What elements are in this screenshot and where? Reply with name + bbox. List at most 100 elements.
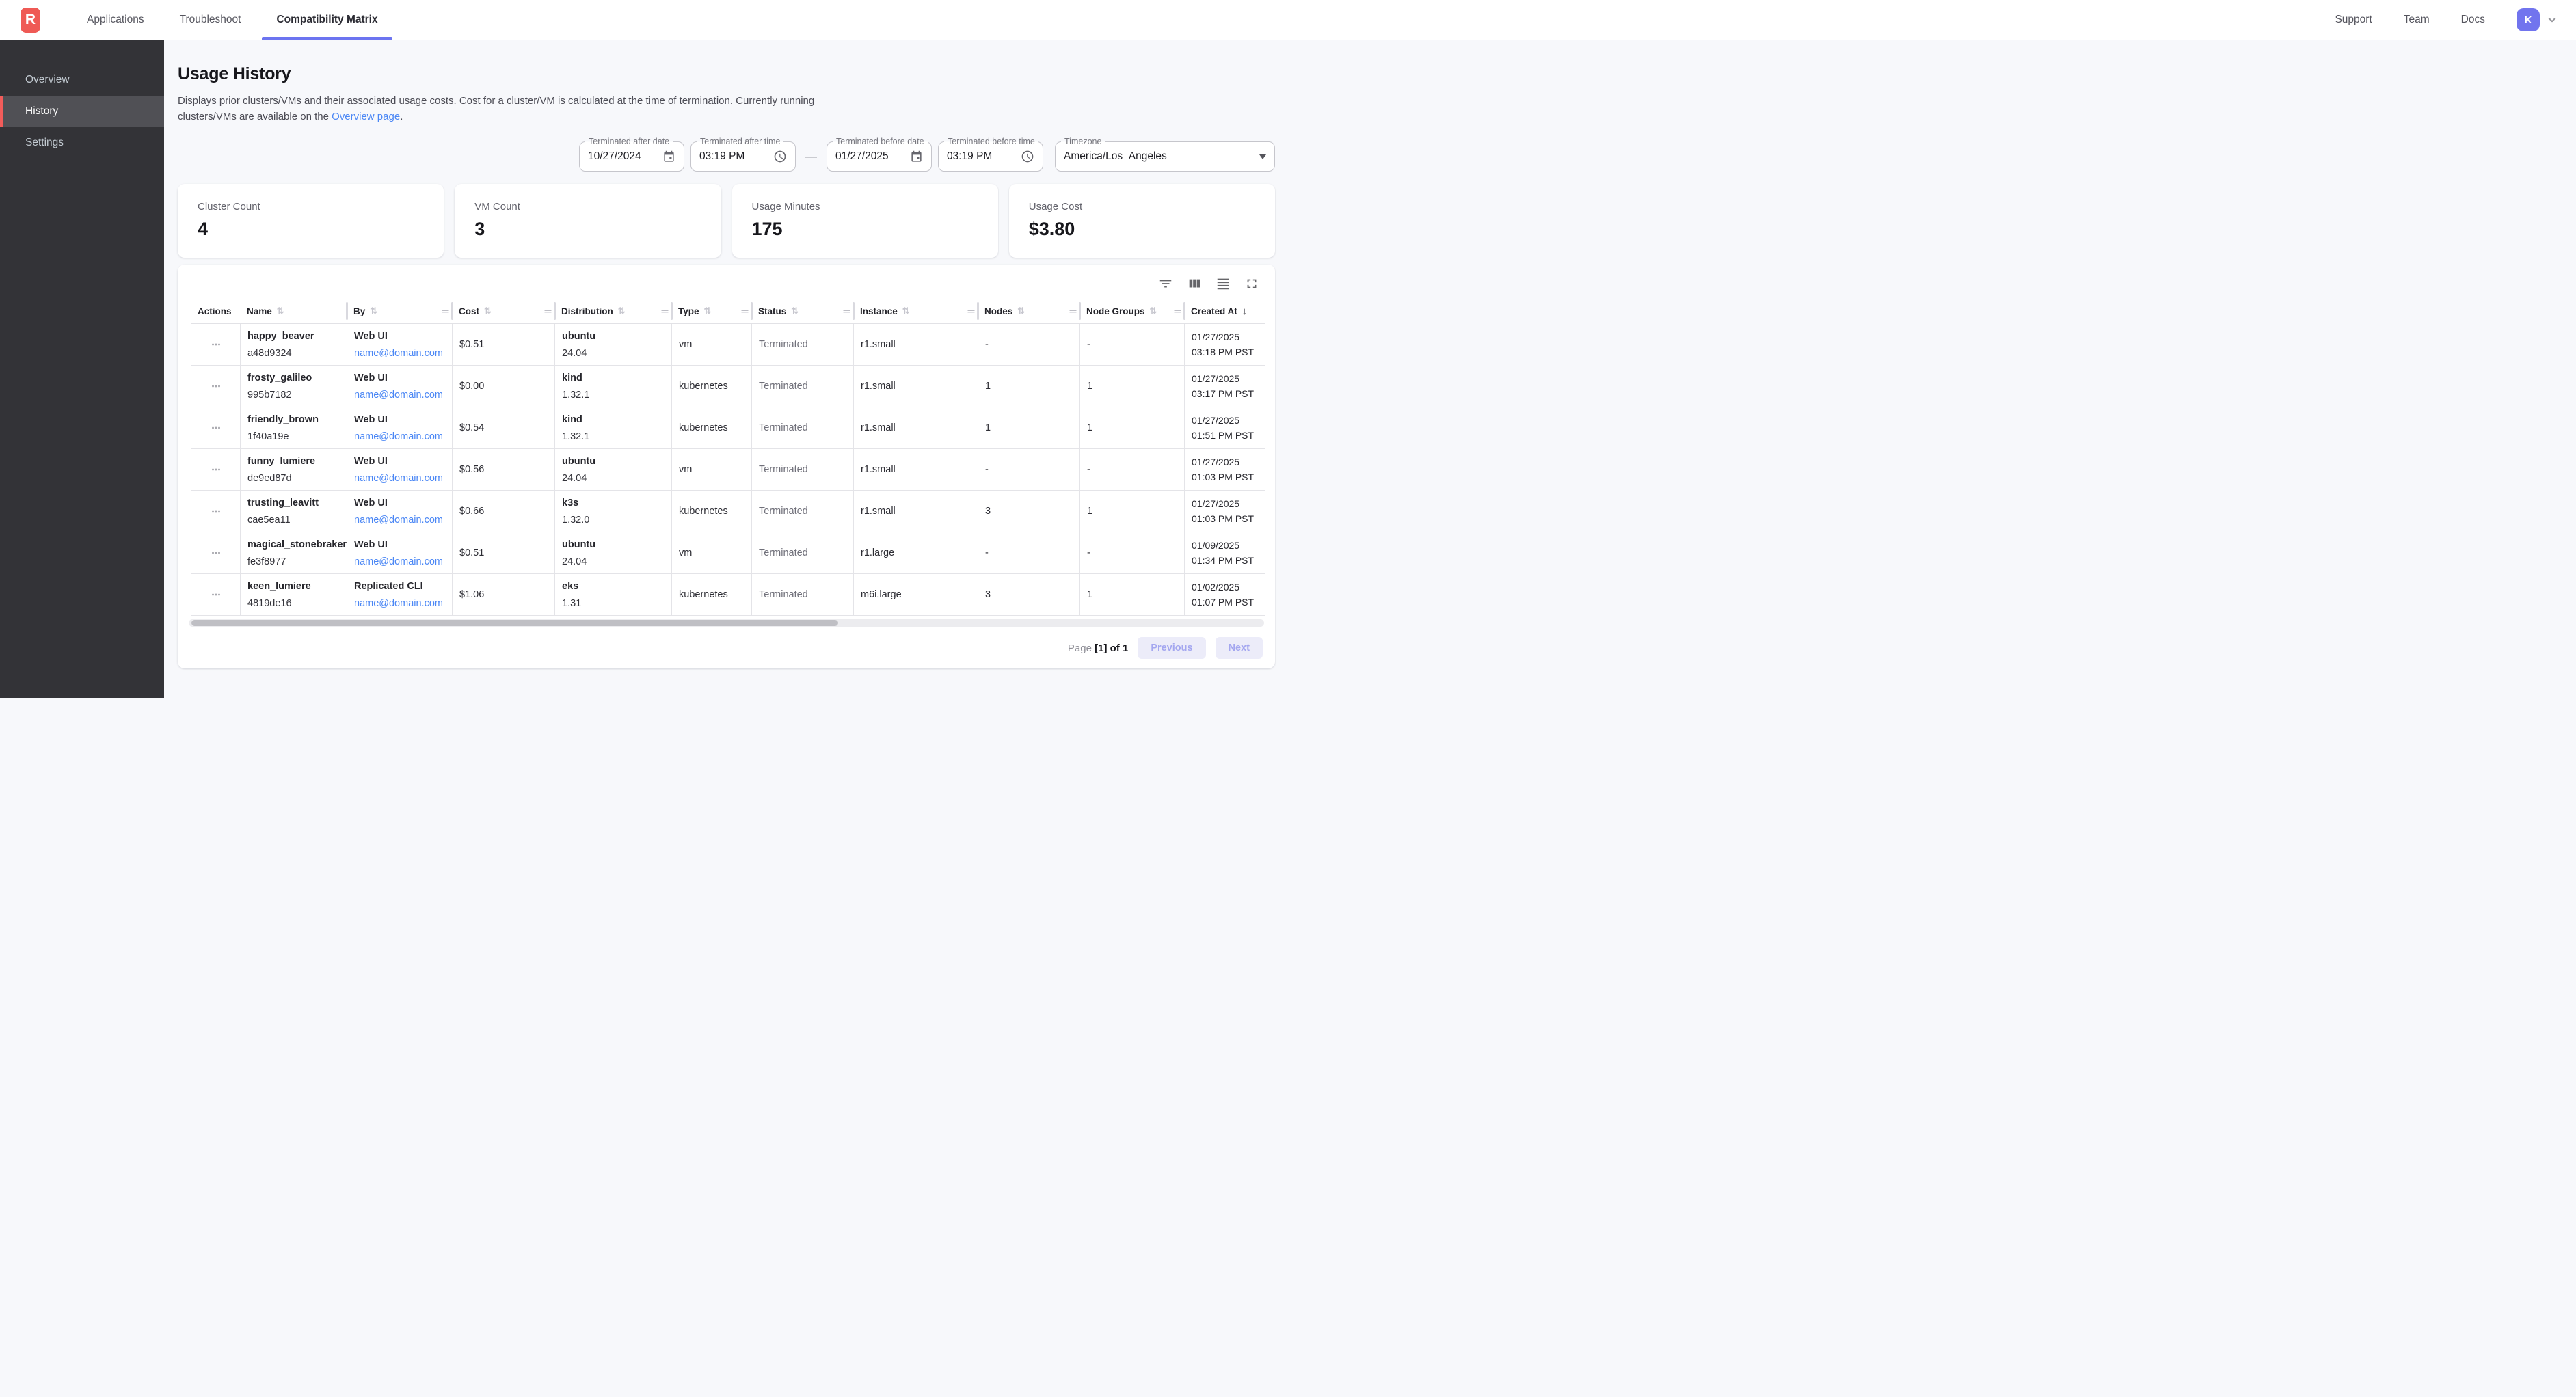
row-actions-button[interactable] <box>210 505 222 517</box>
distribution-cell: kind 1.32.1 <box>555 407 672 448</box>
terminated-after-time-field[interactable]: Terminated after time 03:19 PM <box>690 137 796 172</box>
drag-handle-icon[interactable] <box>440 306 451 316</box>
sidebar-item-settings[interactable]: Settings <box>0 127 164 159</box>
replicated-logo[interactable]: R <box>21 7 40 33</box>
column-resize-handle[interactable] <box>346 302 348 320</box>
scrollbar-thumb[interactable] <box>191 620 838 626</box>
drag-handle-icon[interactable] <box>543 306 553 316</box>
pagination: Page [1] of 1 Previous Next <box>178 629 1275 668</box>
calendar-icon[interactable] <box>910 150 923 163</box>
col-header-status[interactable]: Status ⇅ <box>751 299 854 323</box>
col-label: Status <box>758 306 787 316</box>
sort-arrows-icon[interactable]: ⇅ <box>902 306 910 316</box>
sort-arrows-icon[interactable]: ⇅ <box>1017 306 1025 316</box>
created-by: Replicated CLI <box>354 580 423 592</box>
clock-icon[interactable] <box>1021 150 1034 163</box>
column-resize-handle[interactable] <box>671 302 673 320</box>
column-resize-handle[interactable] <box>751 302 753 320</box>
column-resize-handle[interactable] <box>977 302 979 320</box>
instance-cell: r1.small <box>854 366 978 407</box>
avatar[interactable]: K <box>2517 8 2540 31</box>
horizontal-scrollbar[interactable] <box>189 619 1264 627</box>
nav-link-docs[interactable]: Docs <box>2460 14 2485 25</box>
usage-table-card: Actions Name ⇅ By ⇅ Cost ⇅ Distribution ⇅ Ty… <box>178 265 1275 668</box>
email-link[interactable]: name@domain.com <box>354 389 443 401</box>
arrow-down-icon[interactable]: ↓ <box>1242 305 1248 317</box>
clock-icon[interactable] <box>773 150 787 163</box>
col-header-distribution[interactable]: Distribution ⇅ <box>554 299 672 323</box>
col-header-by[interactable]: By ⇅ <box>346 299 453 323</box>
row-actions-button[interactable] <box>210 547 222 559</box>
email-link[interactable]: name@domain.com <box>354 514 443 526</box>
cluster-name: happy_beaver <box>247 330 314 342</box>
drag-handle-icon[interactable] <box>1172 306 1183 316</box>
created-time: 03:18 PM PST <box>1192 347 1255 357</box>
sort-arrows-icon[interactable]: ⇅ <box>617 306 626 316</box>
row-actions-button[interactable] <box>210 338 222 351</box>
by-cell: Web UI name@domain.com <box>347 449 453 490</box>
sidebar-item-overview[interactable]: Overview <box>0 64 164 96</box>
col-header-instance[interactable]: Instance ⇅ <box>853 299 978 323</box>
email-link[interactable]: name@domain.com <box>354 472 443 484</box>
email-link[interactable]: name@domain.com <box>354 597 443 609</box>
previous-page-button[interactable]: Previous <box>1138 637 1206 659</box>
drag-handle-icon[interactable] <box>966 306 976 316</box>
sort-arrows-icon[interactable]: ⇅ <box>370 306 378 316</box>
drag-handle-icon[interactable] <box>842 306 852 316</box>
stat-cards: Cluster Count 4 VM Count 3 Usage Minutes… <box>178 184 1275 258</box>
instance-cell: r1.small <box>854 449 978 490</box>
tab-troubleshoot[interactable]: Troubleshoot <box>162 0 259 40</box>
column-resize-handle[interactable] <box>1183 302 1185 320</box>
page-info: Page [1] of 1 <box>1068 642 1128 654</box>
terminated-before-time-field[interactable]: Terminated before time 03:19 PM <box>938 137 1043 172</box>
caret-down-icon[interactable] <box>1259 154 1266 159</box>
columns-icon[interactable] <box>1185 274 1204 293</box>
density-icon[interactable] <box>1213 274 1233 293</box>
col-header-created-at[interactable]: Created At ↓ <box>1183 299 1265 323</box>
next-page-button[interactable]: Next <box>1215 637 1263 659</box>
overview-page-link[interactable]: Overview page <box>332 111 401 122</box>
column-resize-handle[interactable] <box>451 302 453 320</box>
drag-handle-icon[interactable] <box>1068 306 1078 316</box>
row-actions-button[interactable] <box>210 463 222 476</box>
col-label: Created At <box>1191 306 1237 316</box>
email-link[interactable]: name@domain.com <box>354 347 443 359</box>
fullscreen-icon[interactable] <box>1242 274 1261 293</box>
nodes-cell: - <box>978 449 1080 490</box>
filter-icon[interactable] <box>1156 274 1175 293</box>
col-header-node-groups[interactable]: Node Groups ⇅ <box>1079 299 1185 323</box>
terminated-after-date-field[interactable]: Terminated after date 10/27/2024 <box>579 137 684 172</box>
row-actions-button[interactable] <box>210 380 222 392</box>
drag-handle-icon[interactable] <box>660 306 670 316</box>
nav-link-support[interactable]: Support <box>2335 14 2372 25</box>
sort-arrows-icon[interactable]: ⇅ <box>276 306 284 316</box>
col-header-cost[interactable]: Cost ⇅ <box>451 299 555 323</box>
field-label: Terminated before date <box>833 137 928 146</box>
col-header-nodes[interactable]: Nodes ⇅ <box>977 299 1080 323</box>
email-link[interactable]: name@domain.com <box>354 431 443 442</box>
terminated-before-date-field[interactable]: Terminated before date 01/27/2025 <box>827 137 932 172</box>
drag-handle-icon[interactable] <box>740 306 750 316</box>
sort-arrows-icon[interactable]: ⇅ <box>1149 306 1157 316</box>
cluster-name: friendly_brown <box>247 413 319 425</box>
calendar-icon[interactable] <box>662 150 675 163</box>
column-resize-handle[interactable] <box>554 302 556 320</box>
tab-compatibility-matrix[interactable]: Compatibility Matrix <box>258 0 395 40</box>
user-menu[interactable]: K <box>2517 8 2558 31</box>
tab-applications[interactable]: Applications <box>69 0 162 40</box>
sort-arrows-icon[interactable]: ⇅ <box>791 306 799 316</box>
nav-link-team[interactable]: Team <box>2403 14 2430 25</box>
email-link[interactable]: name@domain.com <box>354 556 443 567</box>
row-actions-button[interactable] <box>210 422 222 434</box>
chevron-down-icon[interactable] <box>2546 14 2558 26</box>
column-resize-handle[interactable] <box>1079 302 1081 320</box>
sidebar-item-history[interactable]: History <box>0 96 164 127</box>
status-value: Terminated <box>759 339 808 350</box>
timezone-select[interactable]: Timezone America/Los_Angeles <box>1055 137 1275 172</box>
column-resize-handle[interactable] <box>853 302 855 320</box>
sort-arrows-icon[interactable]: ⇅ <box>484 306 492 316</box>
col-header-name[interactable]: Name ⇅ <box>241 299 347 323</box>
col-header-type[interactable]: Type ⇅ <box>671 299 752 323</box>
row-actions-button[interactable] <box>210 588 222 601</box>
sort-arrows-icon[interactable]: ⇅ <box>703 306 712 316</box>
